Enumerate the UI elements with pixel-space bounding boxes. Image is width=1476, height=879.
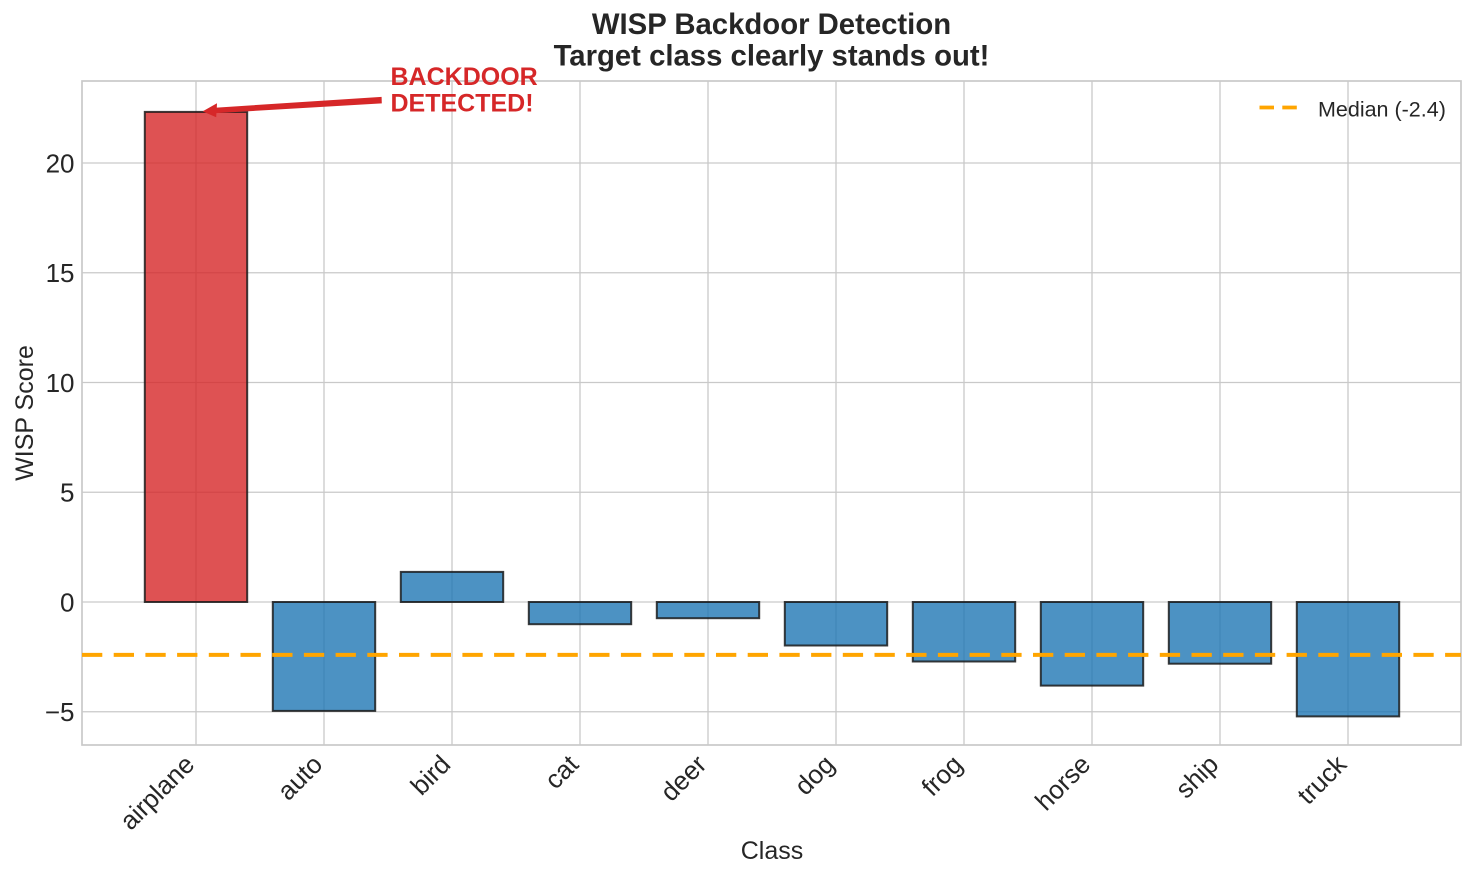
svg-text:15: 15 bbox=[46, 258, 75, 288]
svg-text:DETECTED!: DETECTED! bbox=[391, 89, 534, 117]
svg-text:WISP Score: WISP Score bbox=[11, 345, 39, 481]
svg-text:WISP Backdoor Detection: WISP Backdoor Detection bbox=[592, 8, 951, 41]
svg-text:Class: Class bbox=[741, 837, 804, 865]
svg-text:10: 10 bbox=[46, 368, 75, 398]
svg-text:20: 20 bbox=[46, 148, 75, 178]
svg-text:BACKDOOR: BACKDOOR bbox=[391, 63, 538, 91]
svg-text:Target class clearly stands ou: Target class clearly stands out! bbox=[554, 40, 990, 73]
svg-text:5: 5 bbox=[60, 478, 74, 508]
svg-text:Median (-2.4): Median (-2.4) bbox=[1318, 98, 1446, 122]
svg-text:−5: −5 bbox=[45, 697, 75, 727]
svg-text:0: 0 bbox=[60, 587, 74, 617]
